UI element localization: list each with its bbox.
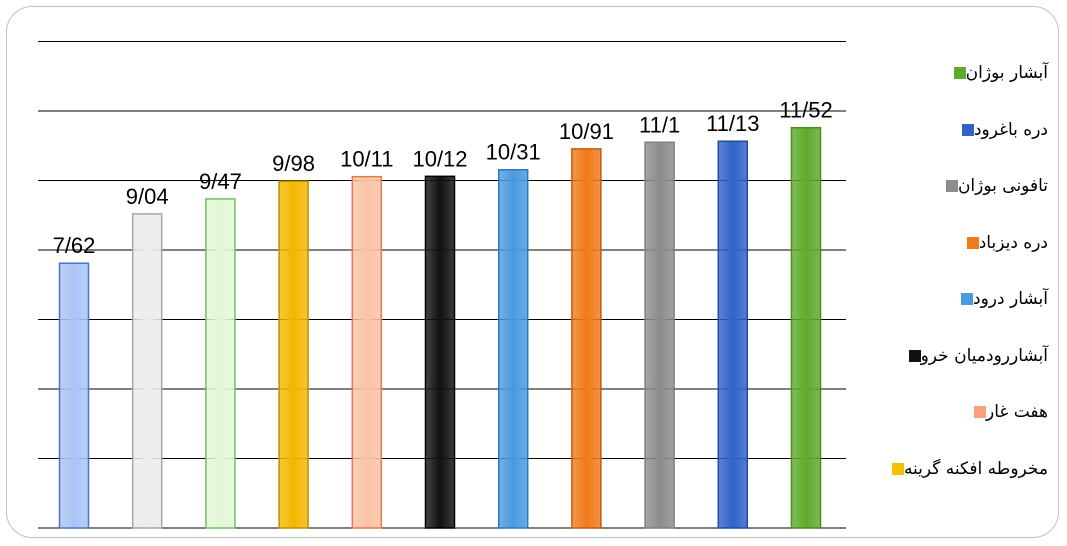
bar-value-label: 10/31 [486, 140, 541, 165]
legend-item: آبشار بوژان [858, 60, 1048, 117]
bar-value-label: 10/91 [559, 119, 614, 144]
legend-item: دره باغرود [858, 117, 1048, 174]
legend-swatch [961, 293, 974, 305]
bar-value-label: 9/98 [272, 151, 315, 176]
bar-value-label: 10/12 [412, 146, 467, 171]
bar [497, 168, 529, 529]
legend-item: هفت غار [858, 399, 1048, 456]
data-labels: 7/62 9/04 9/47 9/98 10/11 10/12 10/31 10/91 11/1… [53, 98, 833, 259]
legend-label: تافونی بوژان [957, 176, 1048, 196]
legend: آبشار بوژان دره باغرود تافونی بوژان دره دیز… [858, 60, 1048, 516]
legend-item: دره دیزباد [858, 230, 1048, 287]
bar [351, 175, 383, 529]
bar [205, 198, 236, 529]
legend-item: آبشار درود [858, 286, 1048, 343]
legend-swatch [908, 349, 921, 362]
legend-item: مخروطه افکنه گرینه [858, 456, 1048, 516]
legend-item: آبشاررودمیان خرو [858, 343, 1048, 400]
legend-label: آبشاررودمیان خرو [920, 345, 1048, 366]
bar-value-label: 11/52 [779, 98, 832, 123]
bar-value-label: 9/47 [199, 169, 242, 194]
legend-label: هفت غار [986, 402, 1048, 422]
legend-swatch [953, 67, 966, 79]
legend-swatch [945, 180, 958, 192]
bar [790, 126, 822, 529]
legend-label: دره دیزباد [978, 232, 1048, 253]
bars [58, 126, 822, 529]
legend-item: تافونی بوژان [858, 173, 1048, 230]
bar-value-label: 10/11 [340, 147, 393, 172]
bar [424, 175, 456, 529]
bar [131, 213, 163, 529]
bar-value-label: 11/1 [639, 112, 680, 137]
bar [278, 180, 309, 529]
bar [644, 141, 675, 529]
legend-label: دره باغرود [973, 119, 1048, 140]
bar-value-label: 7/62 [53, 233, 96, 258]
legend-swatch [961, 123, 974, 136]
legend-swatch [891, 462, 904, 475]
legend-label: آبشار بوژان [965, 63, 1048, 83]
bar-value-label: 11/13 [706, 111, 759, 136]
bar [571, 148, 602, 529]
legend-swatch [966, 236, 979, 249]
legend-swatch [974, 406, 987, 418]
chart-frame [6, 6, 1059, 538]
bar-value-label: 9/04 [126, 184, 169, 209]
bar [717, 140, 749, 529]
legend-label: آبشار درود [973, 289, 1048, 309]
bar [58, 262, 90, 529]
legend-label: مخروطه افکنه گرینه [903, 458, 1048, 479]
